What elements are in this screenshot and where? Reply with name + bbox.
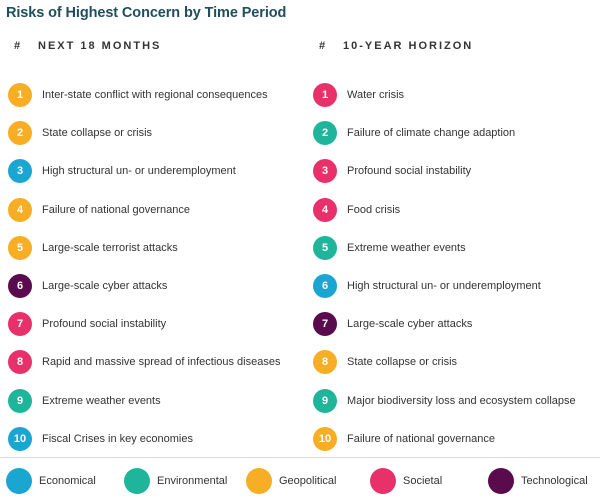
column-10-year-horizon: # 10-YEAR HORIZON 1 Water crisis 2 Failure …	[313, 38, 600, 458]
risk-label: State collapse or crisis	[347, 356, 458, 369]
rank-badge: 4	[8, 197, 32, 222]
risk-label: High structural un- or underemployment	[347, 280, 541, 293]
rank-badge: 5	[313, 235, 337, 260]
risk-row: 6 High structural un- or underemployment	[313, 267, 600, 305]
risk-label: Extreme weather events	[347, 241, 466, 254]
risk-list: 1 Water crisis 2 Failure of climate change …	[313, 76, 600, 458]
legend-swatch	[124, 468, 150, 494]
legend-divider	[0, 457, 600, 458]
risk-label: Large-scale terrorist attacks	[42, 241, 178, 254]
legend-label: Societal	[403, 475, 443, 487]
risk-row: 9 Major biodiversity loss and ecosystem c…	[313, 382, 600, 420]
risk-label: Extreme weather events	[42, 394, 161, 407]
risk-row: 10 Failure of national governance	[313, 420, 600, 458]
risk-label: Major biodiversity loss and ecosystem co…	[347, 394, 576, 407]
column-header: # 10-YEAR HORIZON	[313, 38, 600, 54]
risk-row: 8 State collapse or crisis	[313, 343, 600, 381]
risk-row: 6 Large-scale cyber attacks	[8, 267, 308, 305]
risk-label: Profound social instability	[347, 165, 472, 178]
risk-row: 1 Inter-state conflict with regional cons…	[8, 76, 308, 114]
risk-row: 2 Failure of climate change adaption	[313, 114, 600, 152]
risk-label: Profound social instability	[42, 318, 167, 331]
rank-badge: 10	[8, 426, 32, 451]
risk-label: Failure of national governance	[42, 203, 190, 216]
risk-label: High structural un- or underemployment	[42, 165, 236, 178]
risk-row: 2 State collapse or crisis	[8, 114, 308, 152]
rank-badge: 9	[313, 388, 337, 413]
risk-row: 5 Large-scale terrorist attacks	[8, 229, 308, 267]
page-title: Risks of Highest Concern by Time Period	[6, 5, 287, 21]
risk-label: Inter-state conflict with regional conse…	[42, 89, 268, 102]
legend-item-economical: Economical	[6, 468, 124, 494]
rank-badge: 10	[313, 426, 337, 451]
rank-badge: 7	[313, 312, 337, 337]
column-title: NEXT 18 MONTHS	[38, 40, 162, 52]
risk-label: Fiscal Crises in key economies	[42, 432, 193, 445]
rank-badge: 3	[313, 159, 337, 184]
rank-badge: 2	[313, 121, 337, 146]
risk-row: 7 Large-scale cyber attacks	[313, 305, 600, 343]
column-header: # NEXT 18 MONTHS	[8, 38, 308, 54]
risk-row: 10 Fiscal Crises in key economies	[8, 420, 308, 458]
risk-row: 4 Food crisis	[313, 191, 600, 229]
risk-row: 4 Failure of national governance	[8, 191, 308, 229]
risk-label: Rapid and massive spread of infectious d…	[42, 356, 281, 369]
rank-badge: 6	[8, 274, 32, 299]
risk-row: 5 Extreme weather events	[313, 229, 600, 267]
rank-header: #	[319, 40, 326, 52]
legend-swatch	[246, 468, 272, 494]
risk-row: 1 Water crisis	[313, 76, 600, 114]
legend-label: Environmental	[157, 475, 228, 487]
rank-badge: 8	[8, 350, 32, 375]
risk-label: Water crisis	[347, 89, 405, 102]
legend-label: Geopolitical	[279, 475, 337, 487]
rank-header: #	[14, 40, 21, 52]
rank-badge: 9	[8, 388, 32, 413]
rank-badge: 1	[8, 83, 32, 108]
rank-badge: 4	[313, 197, 337, 222]
legend-swatch	[488, 468, 514, 494]
legend-item-societal: Societal	[370, 468, 488, 494]
category-legend: Economical Environmental Geopolitical Socie…	[6, 468, 600, 494]
risk-row: 7 Profound social instability	[8, 305, 308, 343]
risk-label: Failure of climate change adaption	[347, 127, 516, 140]
legend-item-environmental: Environmental	[124, 468, 246, 494]
risk-row: 8 Rapid and massive spread of infectious …	[8, 343, 308, 381]
legend-swatch	[6, 468, 32, 494]
risk-label: Large-scale cyber attacks	[347, 318, 473, 331]
risk-label: State collapse or crisis	[42, 127, 153, 140]
legend-item-geopolitical: Geopolitical	[246, 468, 370, 494]
column-title: 10-YEAR HORIZON	[343, 40, 474, 52]
risk-label: Food crisis	[347, 203, 401, 216]
risk-label: Failure of national governance	[347, 432, 495, 445]
rank-badge: 2	[8, 121, 32, 146]
risk-row: 3 High structural un- or underemployment	[8, 152, 308, 190]
risk-row: 9 Extreme weather events	[8, 382, 308, 420]
legend-item-technological: Technological	[488, 468, 598, 494]
legend-swatch	[370, 468, 396, 494]
rank-badge: 8	[313, 350, 337, 375]
rank-badge: 3	[8, 159, 32, 184]
rank-badge: 5	[8, 235, 32, 260]
rank-badge: 6	[313, 274, 337, 299]
risk-list: 1 Inter-state conflict with regional cons…	[8, 76, 308, 458]
legend-label: Technological	[521, 475, 588, 487]
risk-label: Large-scale cyber attacks	[42, 280, 168, 293]
column-next-18-months: # NEXT 18 MONTHS 1 Inter-state conflict w…	[8, 38, 308, 458]
legend-label: Economical	[39, 475, 96, 487]
risk-row: 3 Profound social instability	[313, 152, 600, 190]
rank-badge: 7	[8, 312, 32, 337]
rank-badge: 1	[313, 83, 337, 108]
